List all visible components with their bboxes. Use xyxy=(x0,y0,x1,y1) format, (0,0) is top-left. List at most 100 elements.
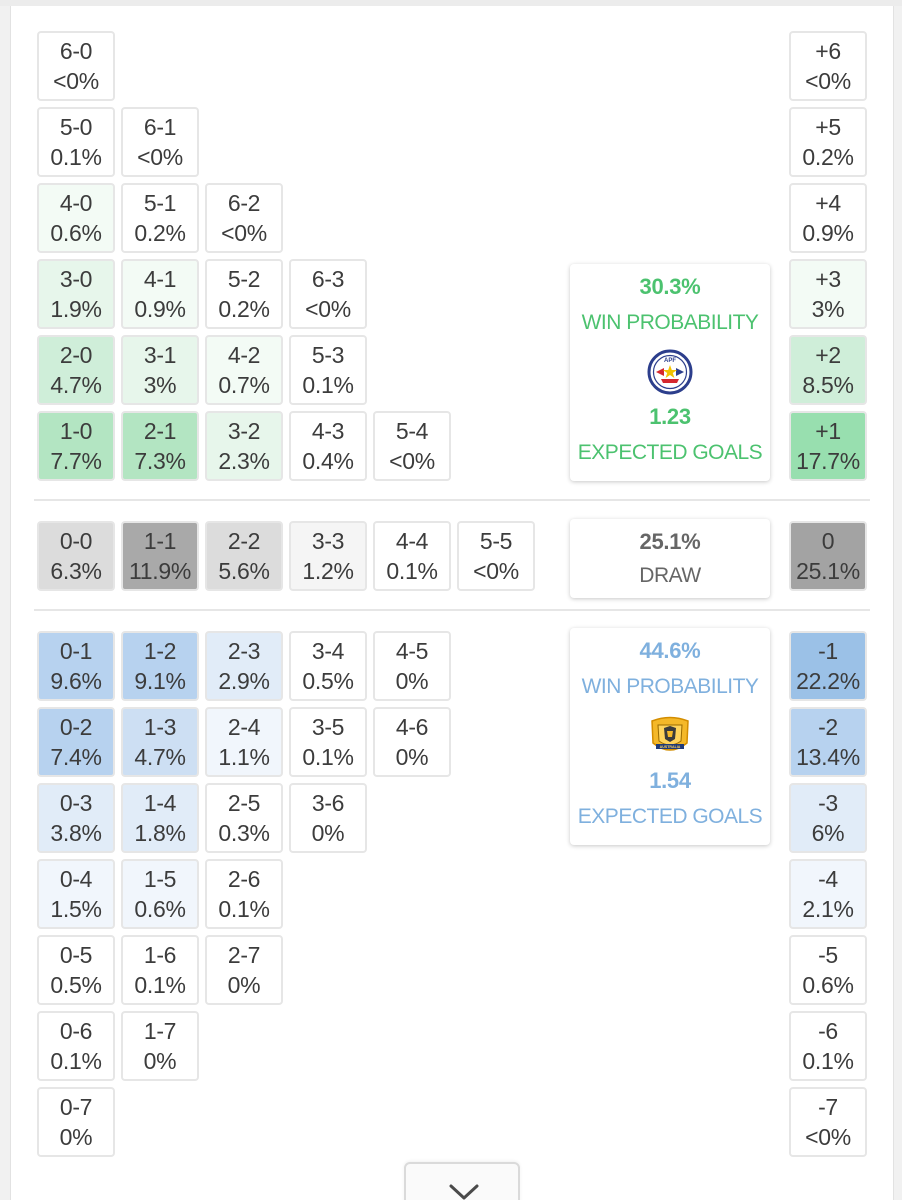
away-score-cell: 0-3 3.8% xyxy=(37,783,115,853)
home-xg-label: EXPECTED GOALS xyxy=(577,441,763,464)
away-score-cell-probability: 0% xyxy=(227,972,261,998)
away-score-cell-probability: 0% xyxy=(311,820,345,846)
margin-cell: -3 6% xyxy=(789,783,867,853)
away-score-cell: 1-3 4.7% xyxy=(121,707,199,777)
home-score-cell-probability: 7.7% xyxy=(50,448,102,474)
draw-score-cell-probability: 6.3% xyxy=(50,558,102,584)
home-score-cell: 4-3 0.4% xyxy=(289,411,367,481)
australia-crest-icon: AUSTRALIA xyxy=(651,716,689,751)
away-score-cell-score: 0-1 xyxy=(59,638,93,664)
home-score-cell-score: 4-2 xyxy=(227,342,261,368)
home-score-cell-probability: 7.3% xyxy=(134,448,186,474)
away-score-cell-probability: 0% xyxy=(395,668,429,694)
away-score-cell-probability: 0.1% xyxy=(134,972,186,998)
margin-cell-score: +1 xyxy=(815,418,841,444)
divider-home-draw xyxy=(34,499,870,501)
margin-cell: -2 13.4% xyxy=(789,707,867,777)
draw-score-cell-score: 4-4 xyxy=(395,528,429,554)
away-score-cell-score: 2-4 xyxy=(227,714,261,740)
home-score-cell-score: 3-2 xyxy=(227,418,261,444)
margin-cell-score: -3 xyxy=(818,790,838,816)
draw-score-cell-score: 1-1 xyxy=(143,528,177,554)
away-score-cell-probability: 0.1% xyxy=(302,744,354,770)
away-score-cell-score: 4-6 xyxy=(395,714,429,740)
home-score-cell-probability: 0.4% xyxy=(302,448,354,474)
away-score-cell: 2-7 0% xyxy=(205,935,283,1005)
home-score-cell: 5-1 0.2% xyxy=(121,183,199,253)
away-score-cell-score: 2-7 xyxy=(227,942,261,968)
away-score-cell-probability: 9.6% xyxy=(50,668,102,694)
home-score-cell-score: 5-4 xyxy=(395,418,429,444)
away-score-cell-score: 0-4 xyxy=(59,866,93,892)
away-win-label: WIN PROBABILITY xyxy=(581,675,759,698)
away-score-cell-probability: 0.5% xyxy=(50,972,102,998)
home-score-cell-probability: 1.9% xyxy=(50,296,102,322)
away-score-cell: 4-6 0% xyxy=(373,707,451,777)
away-score-cell-probability: 1.1% xyxy=(218,744,270,770)
away-score-cell-score: 2-6 xyxy=(227,866,261,892)
home-score-cell-probability: <0% xyxy=(53,68,99,94)
away-score-cell: 1-7 0% xyxy=(121,1011,199,1081)
margin-cell-probability: 6% xyxy=(811,820,845,846)
away-score-cell: 0-5 0.5% xyxy=(37,935,115,1005)
margin-cell: +5 0.2% xyxy=(789,107,867,177)
margin-cell: +3 3% xyxy=(789,259,867,329)
margin-cell-score: -2 xyxy=(818,714,838,740)
home-score-cell-score: 1-0 xyxy=(59,418,93,444)
away-score-cell: 0-7 0% xyxy=(37,1087,115,1157)
draw-score-cell-probability: 0.1% xyxy=(386,558,438,584)
home-score-cell-probability: 0.9% xyxy=(134,296,186,322)
away-score-cell-score: 0-3 xyxy=(59,790,93,816)
home-score-cell: 4-2 0.7% xyxy=(205,335,283,405)
away-score-cell-probability: 0.3% xyxy=(218,820,270,846)
margin-cell-probability: 2.1% xyxy=(802,896,854,922)
draw-score-cell: 3-3 1.2% xyxy=(289,521,367,591)
away-score-cell: 1-2 9.1% xyxy=(121,631,199,701)
away-score-cell-score: 2-3 xyxy=(227,638,261,664)
away-score-cell-score: 1-6 xyxy=(143,942,177,968)
margin-cell-score: -6 xyxy=(818,1018,838,1044)
margin-cell-score: +5 xyxy=(815,114,841,140)
margin-cell-probability: 3% xyxy=(811,296,845,322)
home-score-cell-score: 3-1 xyxy=(143,342,177,368)
home-score-cell-score: 2-0 xyxy=(59,342,93,368)
home-score-cell: 4-0 0.6% xyxy=(37,183,115,253)
away-win-probability: 44.6% xyxy=(639,638,701,663)
home-score-cell-probability: <0% xyxy=(305,296,351,322)
margin-cell: +6 <0% xyxy=(789,31,867,101)
home-score-cell: 3-1 3% xyxy=(121,335,199,405)
home-score-cell-score: 2-1 xyxy=(143,418,177,444)
draw-score-cell-probability: 1.2% xyxy=(302,558,354,584)
home-score-cell-score: 3-0 xyxy=(59,266,93,292)
paraguay-apf-crest-icon: APF xyxy=(647,349,693,395)
away-score-cell-score: 3-5 xyxy=(311,714,345,740)
home-team-card: 30.3% WIN PROBABILITY APF 1.23 EXPECTED … xyxy=(570,264,770,481)
draw-score-cell-probability: 5.6% xyxy=(218,558,270,584)
home-score-cell-score: 6-0 xyxy=(59,38,93,64)
home-score-cell: 6-2 <0% xyxy=(205,183,283,253)
home-score-cell: 3-2 2.3% xyxy=(205,411,283,481)
away-score-cell: 0-2 7.4% xyxy=(37,707,115,777)
draw-probability: 25.1% xyxy=(639,529,701,554)
margin-cell: +4 0.9% xyxy=(789,183,867,253)
home-win-label: WIN PROBABILITY xyxy=(581,311,759,334)
away-score-cell: 3-6 0% xyxy=(289,783,367,853)
draw-card: 25.1% DRAW xyxy=(570,519,770,598)
home-score-cell-probability: 0.7% xyxy=(218,372,270,398)
margin-cell: -4 2.1% xyxy=(789,859,867,929)
away-score-cell-probability: 0% xyxy=(59,1124,93,1150)
home-score-cell-probability: 2.3% xyxy=(218,448,270,474)
margin-cell-probability: 0.6% xyxy=(802,972,854,998)
svg-text:APF: APF xyxy=(664,358,676,364)
away-score-cell-probability: 9.1% xyxy=(134,668,186,694)
home-score-cell: 5-0 0.1% xyxy=(37,107,115,177)
margin-cell-probability: 25.1% xyxy=(796,558,860,584)
away-score-cell-score: 0-6 xyxy=(59,1018,93,1044)
expand-button[interactable] xyxy=(404,1162,520,1200)
away-score-cell-score: 0-5 xyxy=(59,942,93,968)
draw-score-cell: 0-0 6.3% xyxy=(37,521,115,591)
home-score-cell-score: 6-1 xyxy=(143,114,177,140)
away-score-cell-probability: 4.7% xyxy=(134,744,186,770)
away-score-cell: 2-3 2.9% xyxy=(205,631,283,701)
margin-cell-score: -7 xyxy=(818,1094,838,1120)
